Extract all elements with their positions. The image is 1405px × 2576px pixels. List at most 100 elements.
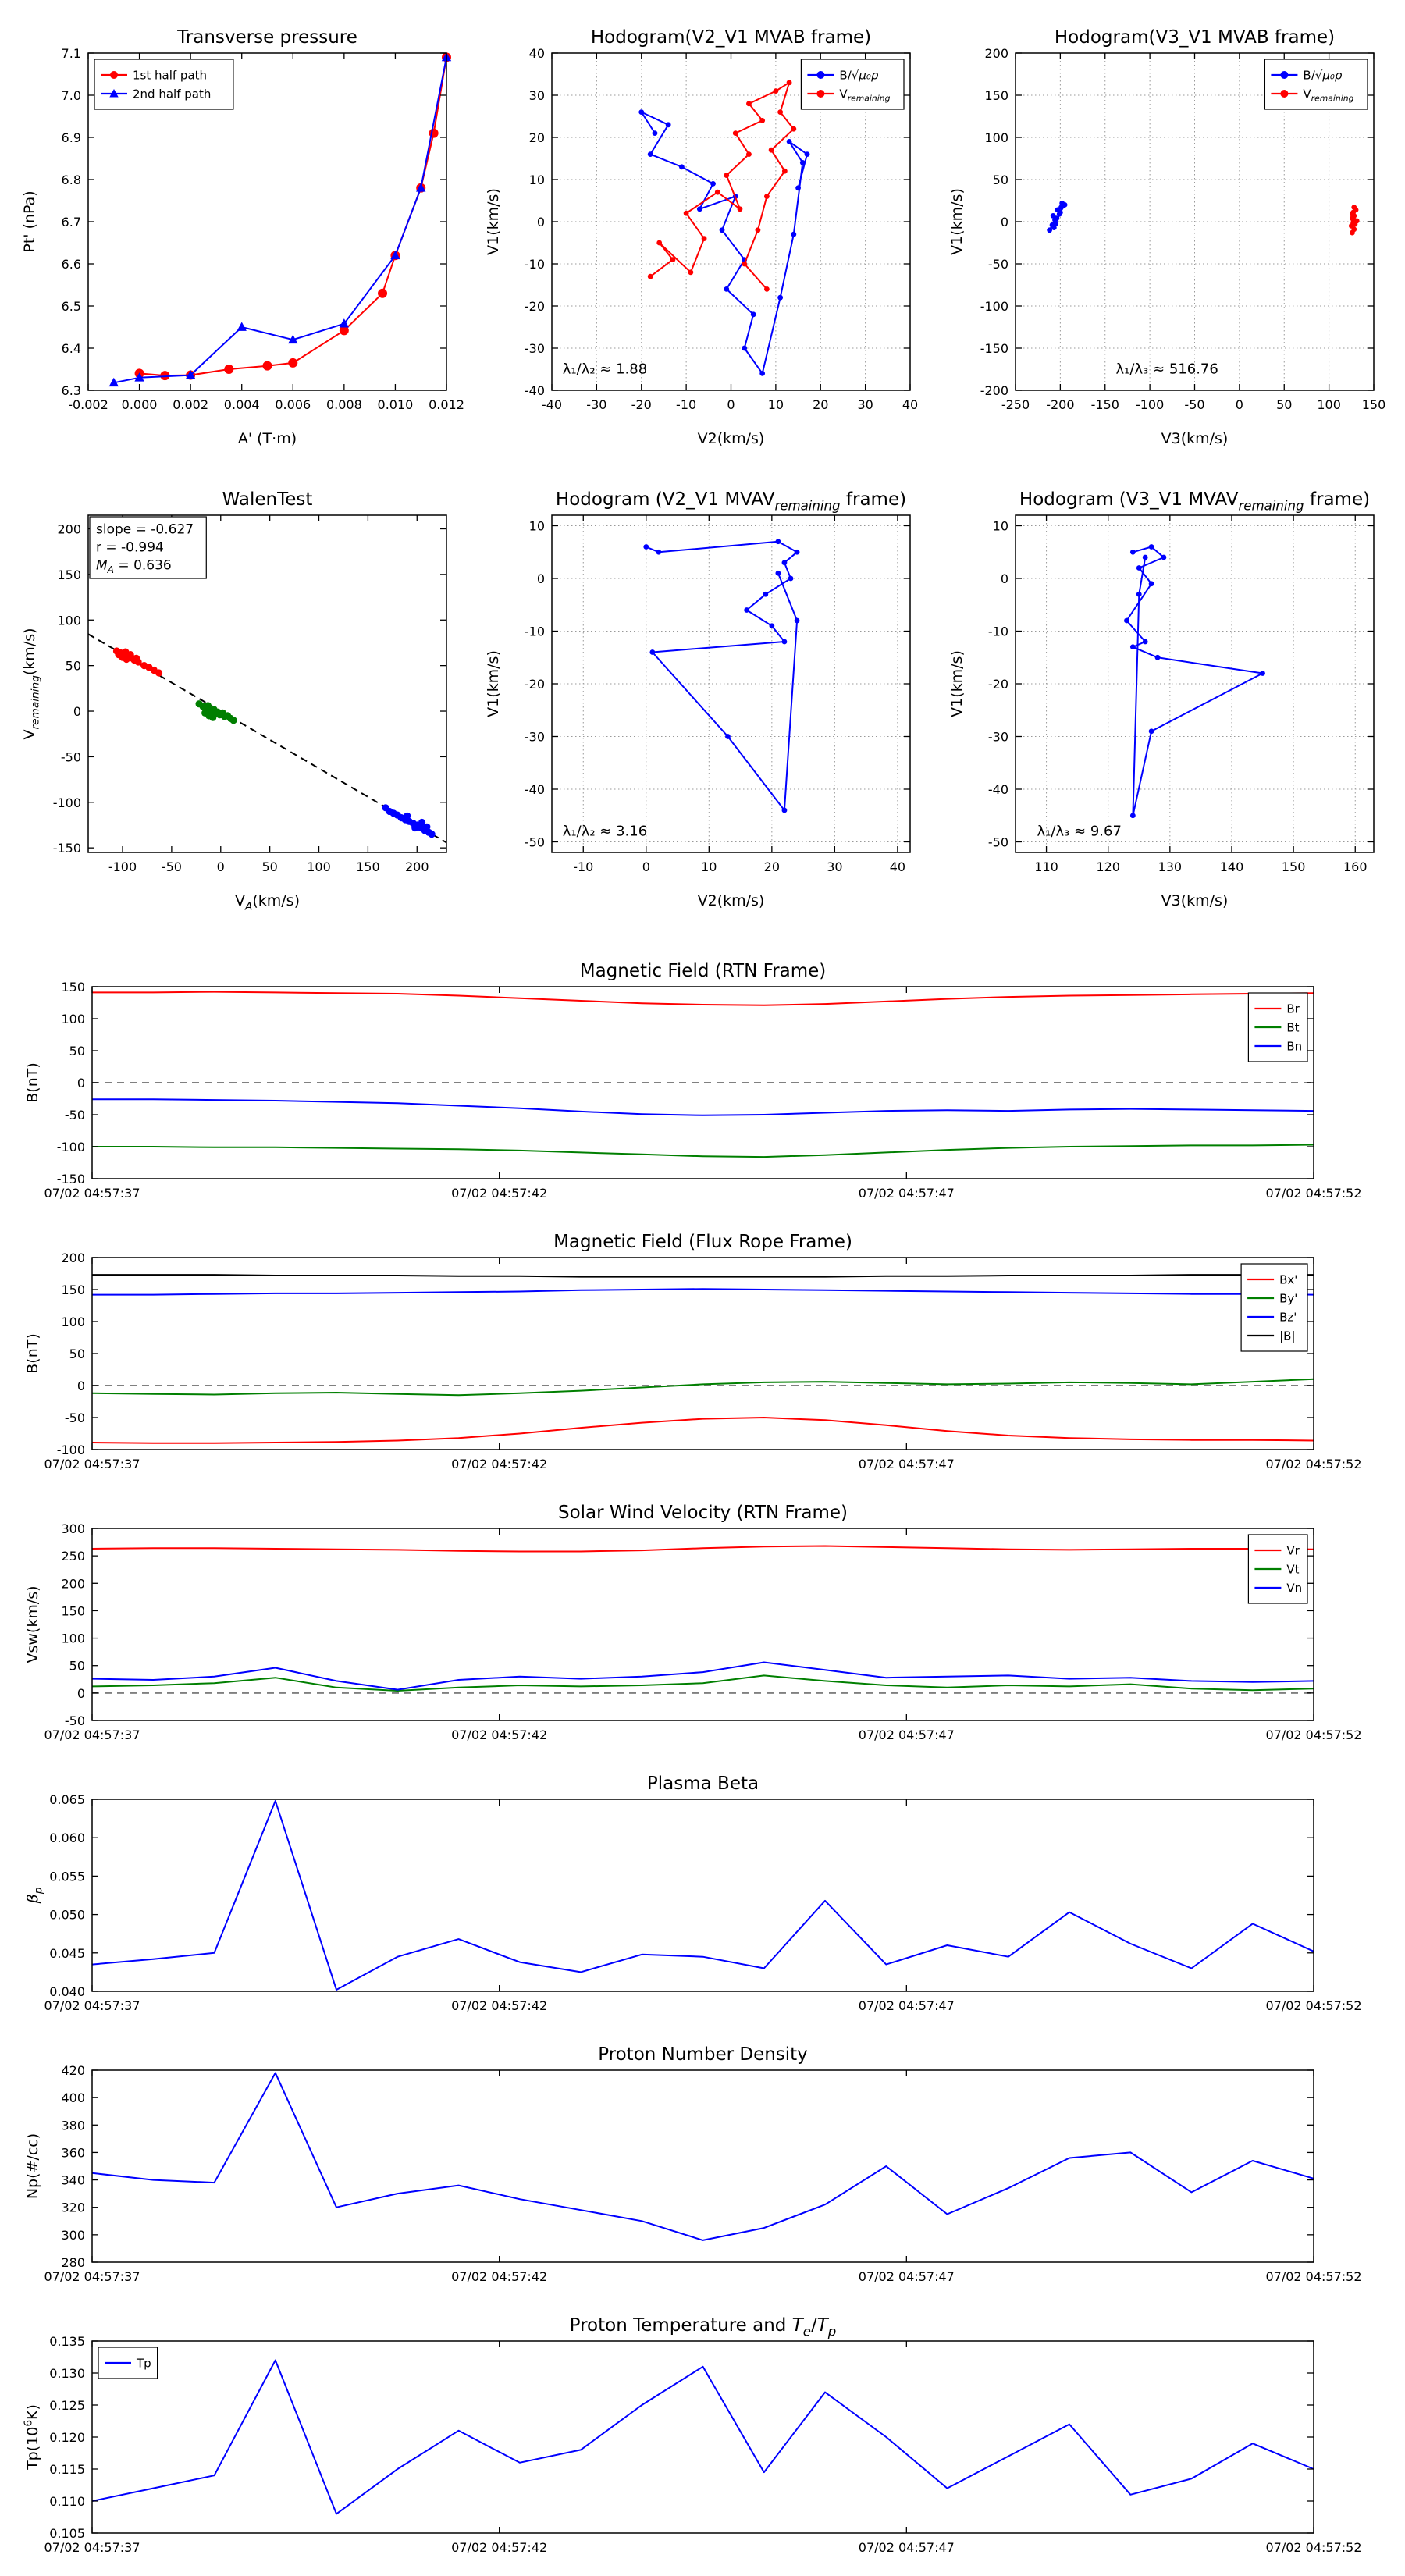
y-tick-label: 50 [69, 1659, 85, 1674]
y-tick-label: 0.055 [49, 1869, 85, 1884]
y-tick-label: -100 [980, 299, 1008, 314]
svg-text:Bz': Bz' [1279, 1310, 1297, 1324]
y-axis-label: Vremaining(km/s) [21, 628, 41, 739]
x-tick-label: -40 [542, 397, 562, 412]
y-tick-label: 100 [61, 1315, 85, 1329]
y-tick-label: 150 [57, 568, 81, 582]
panel-hodogram-v3v1-mvab: -250 -200 -150 -100 -50 0 50 100 150-200-150-100… [948, 27, 1385, 447]
x-tick-label: 07/02 04:57:42 [451, 1727, 547, 1742]
y-tick-label: 50 [69, 1044, 85, 1059]
panel-magnetic-field-flux-rope: 07/02 04:57:37 07/02 04:57:42 07/02 04:57:… [24, 1232, 1362, 1471]
legend: B/√μ₀ρ Vremaining [1264, 59, 1368, 110]
x-tick-label: 100 [1317, 397, 1341, 412]
y-tick-label: 10 [529, 519, 545, 534]
y-tick-label: 100 [61, 1012, 85, 1026]
x-tick-label: 07/02 04:57:52 [1265, 1186, 1361, 1201]
y-axis-label: Np(#/cc) [24, 2133, 41, 2199]
y-tick-label: -30 [525, 341, 545, 356]
x-tick-label: 130 [1158, 859, 1183, 874]
y-tick-label: 100 [61, 1631, 85, 1646]
chart-title: Proton Number Density [598, 2044, 808, 2065]
y-tick-label: 0.135 [49, 2334, 85, 2349]
y-tick-label: 100 [57, 613, 81, 628]
legend: Br Bt Bn [1247, 992, 1308, 1062]
y-tick-label: 6.6 [62, 257, 81, 272]
legend: Bx' By' Bz' |B| [1240, 1263, 1308, 1352]
x-axis-label: A' (T·m) [238, 430, 297, 447]
x-tick-label: 0.006 [275, 397, 311, 412]
y-tick-label: 200 [61, 1576, 85, 1591]
y-tick-label: 50 [66, 659, 81, 674]
y-tick-label: 0 [1001, 571, 1008, 586]
x-tick-label: 07/02 04:57:47 [859, 1727, 955, 1742]
y-tick-label: -150 [53, 841, 81, 856]
svg-text:Bt: Bt [1286, 1020, 1299, 1034]
y-tick-label: 0.125 [49, 2398, 85, 2413]
y-tick-label: 0 [537, 215, 545, 229]
y-tick-label: -40 [525, 383, 545, 398]
x-tick-label: 160 [1343, 859, 1368, 874]
y-tick-label: 0 [1001, 215, 1008, 229]
x-tick-label: -100 [1136, 397, 1164, 412]
x-tick-label: 50 [261, 859, 277, 874]
x-tick-label: 150 [356, 859, 380, 874]
y-tick-label: -10 [988, 624, 1008, 639]
svg-text:Vn: Vn [1286, 1581, 1302, 1595]
panel-hodogram-v2v1-mvav: -10 0 10 20 30 40 -50 -40 -30 -20 -10 0 10 Hodogram (… [485, 489, 911, 909]
y-axis-label: V1(km/s) [948, 188, 966, 255]
x-tick-label: 0.000 [122, 397, 158, 412]
y-tick-label: -20 [988, 677, 1008, 692]
x-tick-label: 07/02 04:57:52 [1265, 1998, 1361, 2013]
y-tick-label: 0.045 [49, 1946, 85, 1961]
y-tick-label: 340 [61, 2173, 85, 2188]
y-tick-label: -50 [65, 1411, 85, 1425]
svg-text:1st half path: 1st half path [133, 68, 207, 82]
chart-title: WalenTest [222, 489, 313, 510]
y-axis-label: Vsw(km/s) [24, 1585, 41, 1663]
x-tick-label: -20 [631, 397, 652, 412]
panel-hodogram-v2v1-mvab: -40 -30 -20 -10 0 10 20 30 40 -40 -30 -20 -10 0 10 20 30… [485, 27, 918, 447]
y-tick-label: 0 [537, 571, 545, 586]
x-tick-label: 0 [727, 397, 735, 412]
y-tick-label: 7.0 [62, 88, 81, 103]
svg-text:Bn: Bn [1286, 1039, 1302, 1053]
legend: B/√μ₀ρ Vremaining [800, 59, 905, 110]
legend: Vr Vt Vn [1247, 1534, 1308, 1604]
y-tick-label: -200 [980, 383, 1008, 398]
y-tick-label: 200 [61, 1251, 85, 1265]
x-tick-label: -50 [162, 859, 182, 874]
x-tick-label: 120 [1096, 859, 1120, 874]
x-tick-label: 200 [405, 859, 429, 874]
x-tick-label: -10 [676, 397, 696, 412]
y-tick-label: -50 [65, 1713, 85, 1728]
legend: Tp [98, 2347, 158, 2379]
y-tick-label: 0 [77, 1686, 85, 1701]
x-tick-label: 20 [764, 859, 780, 874]
x-tick-label: 07/02 04:57:37 [44, 1998, 140, 2013]
svg-text:MA = 0.636: MA = 0.636 [96, 557, 172, 575]
y-tick-label: 0.115 [49, 2462, 85, 2477]
x-tick-label: 07/02 04:57:42 [451, 2269, 547, 2284]
svg-text:By': By' [1279, 1291, 1297, 1305]
y-axis-label: B(nT) [24, 1333, 41, 1374]
y-axis-label: V1(km/s) [485, 650, 502, 717]
y-tick-label: 10 [529, 173, 545, 187]
y-tick-label: 0 [77, 1076, 85, 1091]
y-tick-label: 320 [61, 2201, 85, 2215]
y-axis-label: Pt' (nPa) [21, 190, 38, 252]
y-tick-label: 6.9 [62, 130, 81, 145]
x-tick-label: -250 [1001, 397, 1030, 412]
y-tick-label: 6.7 [62, 215, 81, 229]
y-axis-label: B(nT) [24, 1062, 41, 1103]
x-tick-label: 0.004 [224, 397, 260, 412]
y-tick-label: 150 [984, 88, 1008, 103]
y-tick-label: 100 [984, 130, 1008, 145]
x-tick-label: 140 [1220, 859, 1244, 874]
svg-text:Vremaining: Vremaining [839, 87, 890, 103]
annotation: λ₁/λ₃ ≈ 516.76 [1116, 361, 1218, 377]
x-tick-label: -150 [1091, 397, 1119, 412]
y-tick-label: -50 [988, 835, 1008, 850]
y-tick-label: 0 [73, 704, 81, 719]
x-tick-label: 150 [1282, 859, 1306, 874]
panel-solar-wind-velocity: 07/02 04:57:37 07/02 04:57:42 07/02 04:57:… [24, 1503, 1362, 1742]
